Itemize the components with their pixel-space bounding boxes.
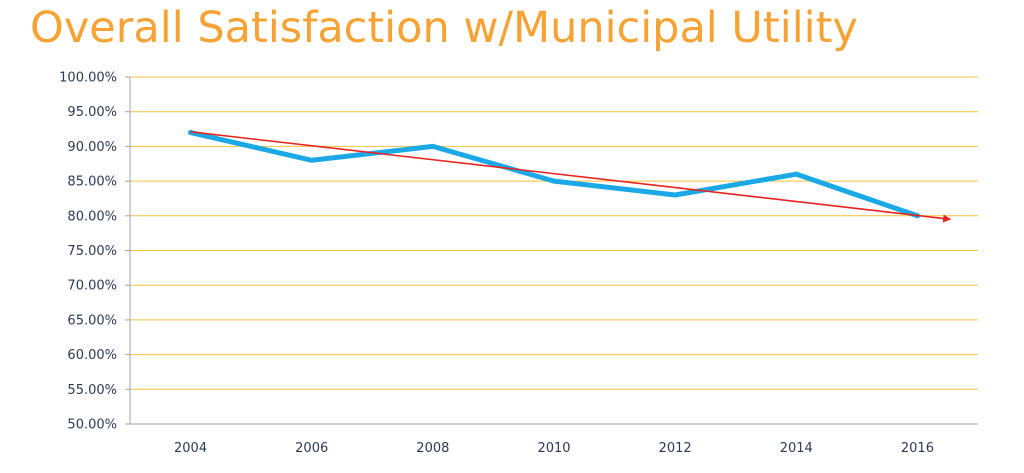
y-tick-label: 85.00% — [67, 175, 117, 190]
x-tick-label: 2012 — [659, 441, 692, 456]
y-tick-label: 90.00% — [67, 140, 117, 155]
chart-title: Overall Satisfaction w/Municipal Utility — [30, 3, 858, 53]
y-tick-label: 80.00% — [67, 209, 117, 224]
x-tick-label: 2014 — [780, 441, 813, 456]
y-tick-labels: 100.00% 95.00% 90.00% 85.00% 80.00% 75.00% 70.… — [59, 71, 117, 433]
data-point — [430, 143, 436, 149]
trend-layer — [190, 131, 952, 223]
data-point — [672, 192, 678, 198]
x-tick-label: 2010 — [537, 441, 570, 456]
data-point — [793, 171, 799, 177]
x-tick-labels: 2004 2006 2008 2010 2012 2014 2016 — [174, 441, 934, 456]
data-point — [551, 178, 557, 184]
y-tick-label: 50.00% — [67, 418, 117, 433]
y-tick-label: 100.00% — [59, 71, 117, 86]
gridlines — [130, 76, 978, 390]
y-tick-label: 95.00% — [67, 105, 117, 120]
trendline-arrow — [190, 131, 952, 223]
axes — [125, 76, 978, 425]
y-tick-label: 75.00% — [67, 244, 117, 259]
y-tick-label: 55.00% — [67, 383, 117, 398]
series-layer — [188, 130, 920, 219]
y-tick-label: 65.00% — [67, 313, 117, 328]
y-tick-label: 70.00% — [67, 279, 117, 294]
x-tick-label: 2004 — [174, 441, 207, 456]
data-point — [309, 157, 315, 163]
x-tick-label: 2016 — [901, 441, 934, 456]
x-tick-label: 2006 — [295, 441, 328, 456]
y-tick-label: 60.00% — [67, 348, 117, 363]
x-tick-label: 2008 — [416, 441, 449, 456]
